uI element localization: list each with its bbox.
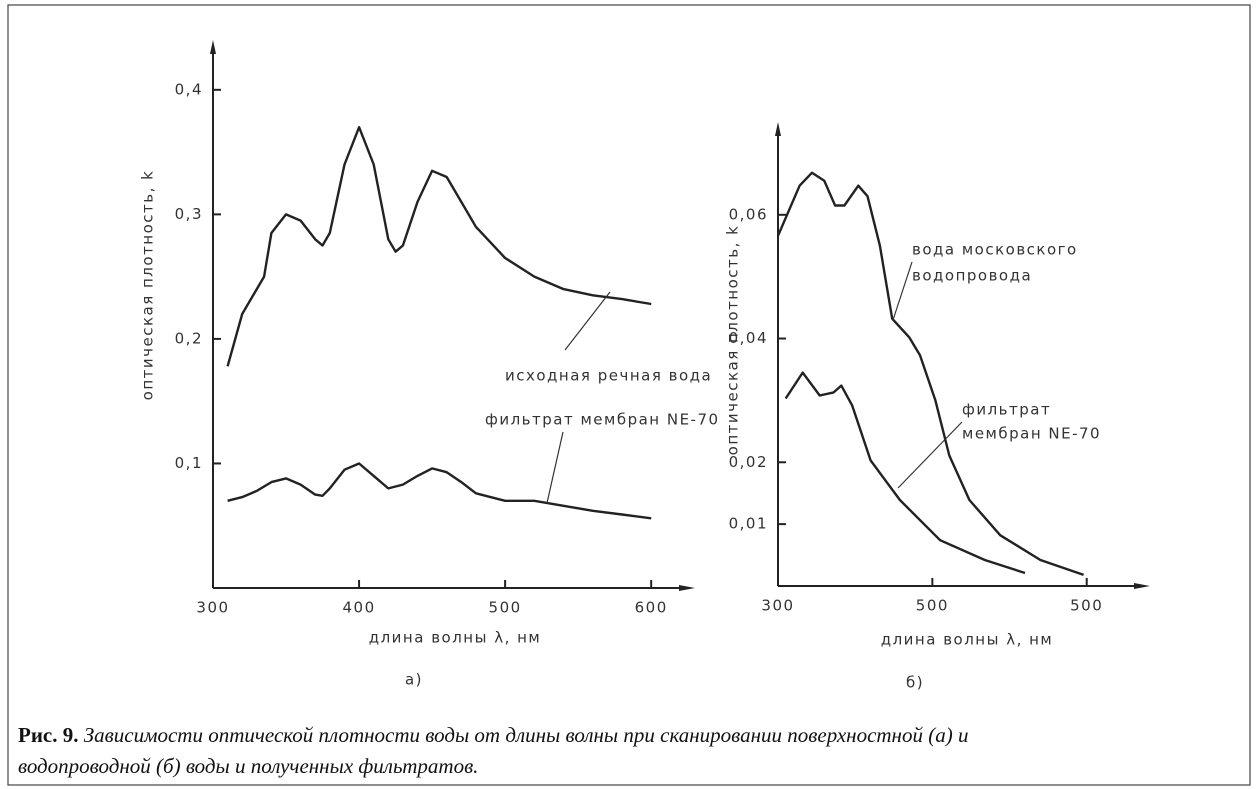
panel-label: б) (906, 674, 924, 692)
leader-line (897, 421, 963, 489)
caption-line: Рис. 9. Зависимости оптической плотности… (18, 723, 968, 747)
y-axis-label: оптическая плотность, k (139, 170, 157, 401)
x-axis-label: длина волны λ, нм (881, 631, 1054, 649)
y-tick-label: 0,02 (729, 453, 768, 471)
y-tick-label: 0,2 (175, 329, 203, 347)
y-tick-label: 0,1 (175, 454, 203, 472)
leader-line (564, 291, 611, 351)
series-label: мембран NE-70 (962, 425, 1101, 443)
y-tick-label: 0,04 (729, 329, 768, 347)
leader-line (546, 431, 564, 504)
panel-label: а) (405, 671, 423, 689)
series-label: фильтрат мембран NE-70 (485, 411, 720, 429)
y-tick-label: 0,4 (175, 80, 203, 98)
axis-arrow (679, 585, 695, 591)
data-line (227, 462, 652, 520)
y-tick-label: 0,06 (729, 205, 768, 223)
series-label: исходная речная вода (505, 367, 712, 385)
leader-line (892, 261, 913, 321)
data-line (776, 171, 1084, 577)
caption-text: водопроводной (б) воды и полученных филь… (18, 754, 478, 778)
frame (7, 4, 1251, 786)
x-tick-label: 500 (489, 599, 522, 617)
y-tick-label: 0,3 (175, 205, 203, 223)
axis-arrow (775, 122, 781, 136)
axis-arrow (1134, 583, 1150, 589)
x-tick-label: 500 (1070, 597, 1103, 615)
data-line (226, 126, 652, 367)
series-label: вода московского (912, 241, 1078, 259)
x-tick-label: 300 (196, 599, 229, 617)
axis-arrow (210, 40, 216, 54)
y-axis-label: оптическая плотность, k (724, 225, 742, 456)
x-tick-label: 500 (916, 597, 949, 615)
series-label: водопровода (912, 267, 1032, 285)
caption-prefix: Рис. 9. (18, 723, 79, 747)
data-line (784, 371, 1026, 575)
x-tick-label: 600 (635, 599, 668, 617)
x-tick-label: 300 (761, 597, 794, 615)
series-label: фильтрат (962, 401, 1051, 419)
y-tick-label: 0,01 (729, 515, 768, 533)
x-axis-label: длина волны λ, нм (369, 629, 542, 647)
caption-text: Зависимости оптической плотности воды от… (84, 723, 969, 747)
x-tick-label: 400 (342, 599, 375, 617)
